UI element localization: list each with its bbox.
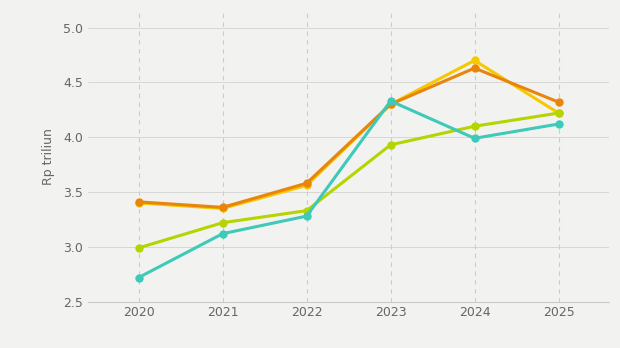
Y-axis label: Rp triliun: Rp triliun bbox=[42, 128, 55, 185]
